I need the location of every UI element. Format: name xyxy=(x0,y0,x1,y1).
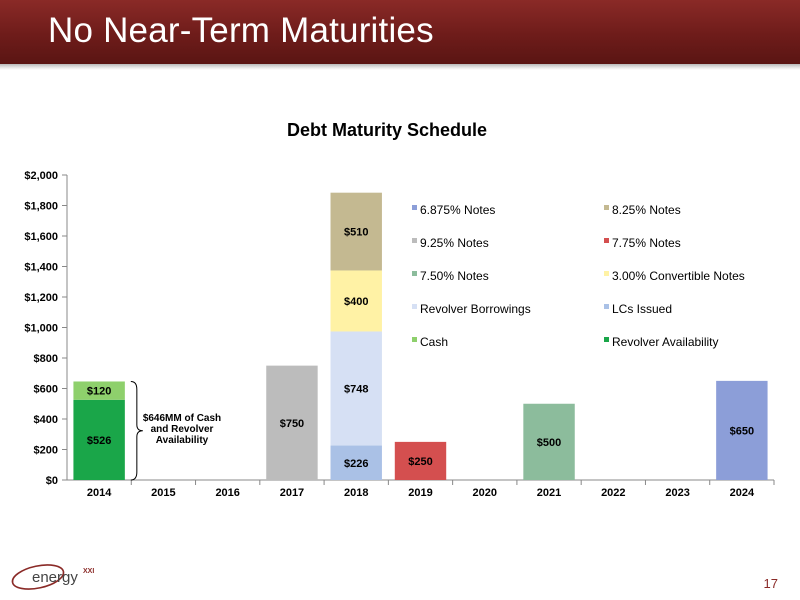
data-label: $120 xyxy=(87,386,111,398)
bar-segment xyxy=(266,365,318,480)
legend-label: Revolver Availability xyxy=(612,335,719,349)
data-label: $526 xyxy=(87,435,111,447)
data-label: $250 xyxy=(408,456,432,468)
data-label: $750 xyxy=(280,418,304,430)
x-tick-label: 2019 xyxy=(408,487,432,499)
legend-swatch xyxy=(604,271,609,276)
title-bar xyxy=(0,0,800,64)
x-tick-label: 2015 xyxy=(151,487,175,499)
legend-label: 6.875% Notes xyxy=(420,203,495,217)
bar-segment xyxy=(73,381,125,400)
data-label: $510 xyxy=(344,227,368,239)
legend-swatch xyxy=(412,304,417,309)
x-tick-label: 2020 xyxy=(473,487,497,499)
y-tick-label: $1,000 xyxy=(24,323,58,335)
legend-label: Revolver Borrowings xyxy=(420,302,531,316)
bar-segment xyxy=(73,399,125,480)
page-number: 17 xyxy=(763,576,778,591)
y-tick-label: $1,600 xyxy=(24,231,58,243)
y-tick-label: $200 xyxy=(34,445,58,457)
y-tick-label: $1,400 xyxy=(24,262,58,274)
legend-label: 7.50% Notes xyxy=(420,269,489,283)
legend-label: 9.25% Notes xyxy=(420,236,489,250)
title-bar-shadow xyxy=(0,64,800,70)
y-tick-label: $0 xyxy=(46,475,58,487)
annotation-text: Availability xyxy=(156,435,209,446)
chart-title: Debt Maturity Schedule xyxy=(286,120,488,140)
x-tick-label: 2021 xyxy=(537,487,561,499)
x-tick-label: 2018 xyxy=(344,487,368,499)
legend-swatch xyxy=(604,238,609,243)
legend-swatch xyxy=(604,337,609,342)
legend-swatch xyxy=(412,205,417,210)
bar-segment xyxy=(330,331,382,446)
data-label: $500 xyxy=(537,437,561,449)
x-tick-label: 2017 xyxy=(280,487,304,499)
bar-segment xyxy=(394,441,447,480)
y-tick-label: $1,200 xyxy=(24,292,58,304)
bar-segment xyxy=(716,380,768,480)
legend-label: LCs Issued xyxy=(612,302,672,316)
legend-swatch xyxy=(412,271,417,276)
bar-segment xyxy=(523,403,575,480)
legend-label: Cash xyxy=(420,335,448,349)
bar-segment xyxy=(330,445,382,480)
x-tick-label: 2022 xyxy=(601,487,625,499)
legend-swatch xyxy=(412,337,417,342)
y-tick-label: $800 xyxy=(34,353,58,365)
y-tick-label: $600 xyxy=(34,384,58,396)
annotation-text: $646MM of Cash xyxy=(143,413,221,424)
logo-superscript: XXI xyxy=(83,568,94,575)
legend-label: 7.75% Notes xyxy=(612,236,681,250)
annotation-text: and Revolver xyxy=(151,424,214,435)
company-logo: energy XXI xyxy=(11,564,94,590)
x-tick-label: 2024 xyxy=(730,487,755,499)
page-title: No Near-Term Maturities xyxy=(48,11,434,50)
legend-swatch xyxy=(412,238,417,243)
y-tick-label: $2,000 xyxy=(24,170,58,182)
annotation-bracket xyxy=(130,380,143,481)
bar-segment xyxy=(330,270,382,332)
legend-swatch xyxy=(604,304,609,309)
y-tick-label: $400 xyxy=(34,414,58,426)
y-tick-label: $1,800 xyxy=(24,201,58,213)
legend-swatch xyxy=(604,205,609,210)
legend-label: 8.25% Notes xyxy=(612,203,681,217)
data-label: $650 xyxy=(730,425,754,437)
legend-label: 3.00% Convertible Notes xyxy=(612,269,745,283)
x-tick-label: 2016 xyxy=(215,487,239,499)
data-label: $748 xyxy=(344,384,368,396)
x-tick-label: 2014 xyxy=(87,487,112,499)
logo-text: energy xyxy=(32,569,78,586)
data-label: $226 xyxy=(344,458,368,470)
bar-segment xyxy=(330,192,382,271)
x-tick-label: 2023 xyxy=(665,487,689,499)
data-label: $400 xyxy=(344,296,368,308)
